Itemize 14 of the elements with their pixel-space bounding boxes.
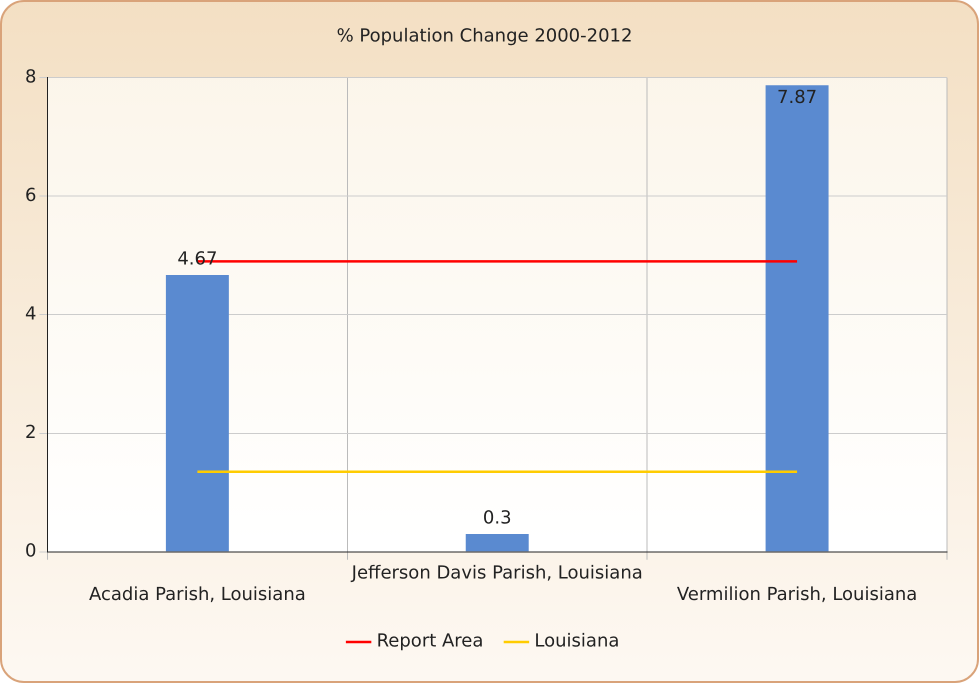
chart-title: % Population Change 2000-2012 [336,25,632,46]
x-tick-label: Jefferson Davis Parish, Louisiana [350,562,643,584]
data-label: 7.87 [777,86,818,108]
x-tick-label: Vermilion Parish, Louisiana [676,584,918,605]
legend-label: Louisiana [534,630,620,652]
y-tick-label: 0 [25,540,36,562]
data-label: 0.3 [482,508,512,529]
data-label: 4.67 [177,248,218,270]
y-tick-label: 4 [25,303,36,324]
legend-label: Report Area [376,630,484,652]
y-tick-label: 6 [25,184,36,206]
x-tick-label: Acadia Parish, Louisiana [88,584,306,605]
y-tick-label: 8 [25,66,36,88]
y-tick-label: 2 [25,422,36,443]
